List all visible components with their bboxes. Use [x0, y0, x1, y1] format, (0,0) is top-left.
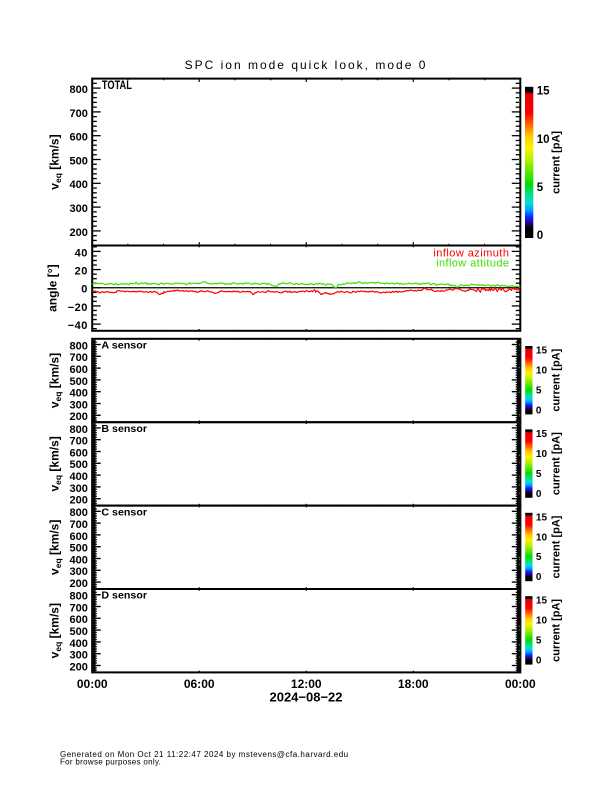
svg-text:400: 400 [70, 471, 88, 483]
svg-text:300: 300 [70, 399, 88, 411]
svg-text:200: 200 [70, 411, 88, 423]
svg-text:0: 0 [81, 284, 88, 296]
svg-text:2024−08−22: 2024−08−22 [269, 689, 342, 704]
svg-text:current [pA]: current [pA] [551, 432, 563, 495]
svg-text:20: 20 [75, 265, 88, 277]
svg-text:500: 500 [70, 376, 88, 388]
svg-text:15: 15 [536, 429, 548, 440]
svg-text:inflow azimuth: inflow azimuth [433, 247, 509, 259]
svg-text:18:00: 18:00 [398, 677, 429, 691]
svg-text:600: 600 [70, 531, 88, 543]
svg-text:400: 400 [70, 179, 88, 191]
svg-text:200: 200 [70, 495, 88, 507]
svg-text:300: 300 [70, 483, 88, 495]
svg-text:current [pA]: current [pA] [551, 348, 563, 411]
svg-text:inflow attitude: inflow attitude [436, 258, 509, 270]
svg-text:−20: −20 [68, 302, 88, 314]
svg-text:angle [°]: angle [°] [45, 264, 59, 311]
svg-text:10: 10 [536, 366, 548, 377]
svg-text:40: 40 [75, 247, 88, 259]
svg-text:15: 15 [536, 512, 548, 523]
svg-text:700: 700 [70, 519, 88, 531]
svg-text:700: 700 [70, 602, 88, 614]
svg-text:15: 15 [536, 346, 548, 357]
svg-text:400: 400 [70, 388, 88, 400]
svg-text:10: 10 [536, 532, 548, 543]
svg-text:00:00: 00:00 [77, 677, 108, 691]
svg-text:800: 800 [70, 424, 88, 436]
svg-text:5: 5 [536, 385, 542, 396]
svg-text:700: 700 [70, 108, 88, 120]
svg-text:500: 500 [70, 155, 88, 167]
svg-text:10: 10 [537, 134, 550, 146]
svg-text:D sensor: D sensor [101, 591, 147, 602]
svg-text:500: 500 [70, 543, 88, 555]
svg-text:12:00: 12:00 [291, 677, 322, 691]
svg-text:300: 300 [70, 650, 88, 662]
svg-text:700: 700 [70, 352, 88, 364]
svg-text:10: 10 [536, 616, 548, 627]
svg-text:200: 200 [70, 578, 88, 590]
svg-text:0: 0 [536, 489, 542, 500]
svg-text:300: 300 [70, 203, 88, 215]
svg-text:800: 800 [70, 507, 88, 519]
svg-text:0: 0 [536, 572, 542, 583]
svg-text:B sensor: B sensor [101, 424, 147, 435]
svg-text:800: 800 [70, 591, 88, 603]
svg-text:C sensor: C sensor [101, 507, 147, 518]
svg-text:SPC ion mode quick look, mode: SPC ion mode quick look, mode 0 [185, 58, 428, 72]
svg-text:5: 5 [536, 636, 542, 647]
svg-text:15: 15 [536, 596, 548, 607]
svg-text:15: 15 [537, 86, 550, 98]
svg-text:5: 5 [536, 469, 542, 480]
svg-text:600: 600 [70, 614, 88, 626]
svg-text:TOTAL: TOTAL [102, 80, 132, 92]
svg-text:current [pA]: current [pA] [551, 599, 563, 662]
svg-text:For browse purposes only.: For browse purposes only. [60, 758, 161, 767]
svg-text:600: 600 [70, 132, 88, 144]
svg-text:Generated on Mon Oct 21 11:22:: Generated on Mon Oct 21 11:22:47 2024 by… [60, 750, 349, 759]
svg-text:600: 600 [70, 364, 88, 376]
svg-text:700: 700 [70, 436, 88, 448]
svg-text:current [pA]: current [pA] [551, 515, 563, 578]
svg-text:300: 300 [70, 566, 88, 578]
svg-text:current [pA]: current [pA] [551, 131, 563, 194]
svg-text:0: 0 [537, 230, 543, 242]
svg-text:500: 500 [70, 459, 88, 471]
svg-text:200: 200 [70, 661, 88, 673]
svg-text:400: 400 [70, 554, 88, 566]
svg-text:800: 800 [70, 84, 88, 96]
svg-text:−40: −40 [68, 320, 88, 332]
svg-text:5: 5 [537, 182, 544, 194]
svg-text:800: 800 [70, 340, 88, 352]
svg-text:0: 0 [536, 405, 542, 416]
svg-text:0: 0 [536, 656, 542, 667]
svg-text:500: 500 [70, 626, 88, 638]
svg-text:200: 200 [70, 227, 88, 239]
svg-text:5: 5 [536, 552, 542, 563]
svg-text:00:00: 00:00 [505, 677, 536, 691]
svg-text:A sensor: A sensor [101, 341, 147, 352]
svg-text:400: 400 [70, 638, 88, 650]
svg-text:10: 10 [536, 449, 548, 460]
svg-text:06:00: 06:00 [184, 677, 215, 691]
svg-text:600: 600 [70, 447, 88, 459]
